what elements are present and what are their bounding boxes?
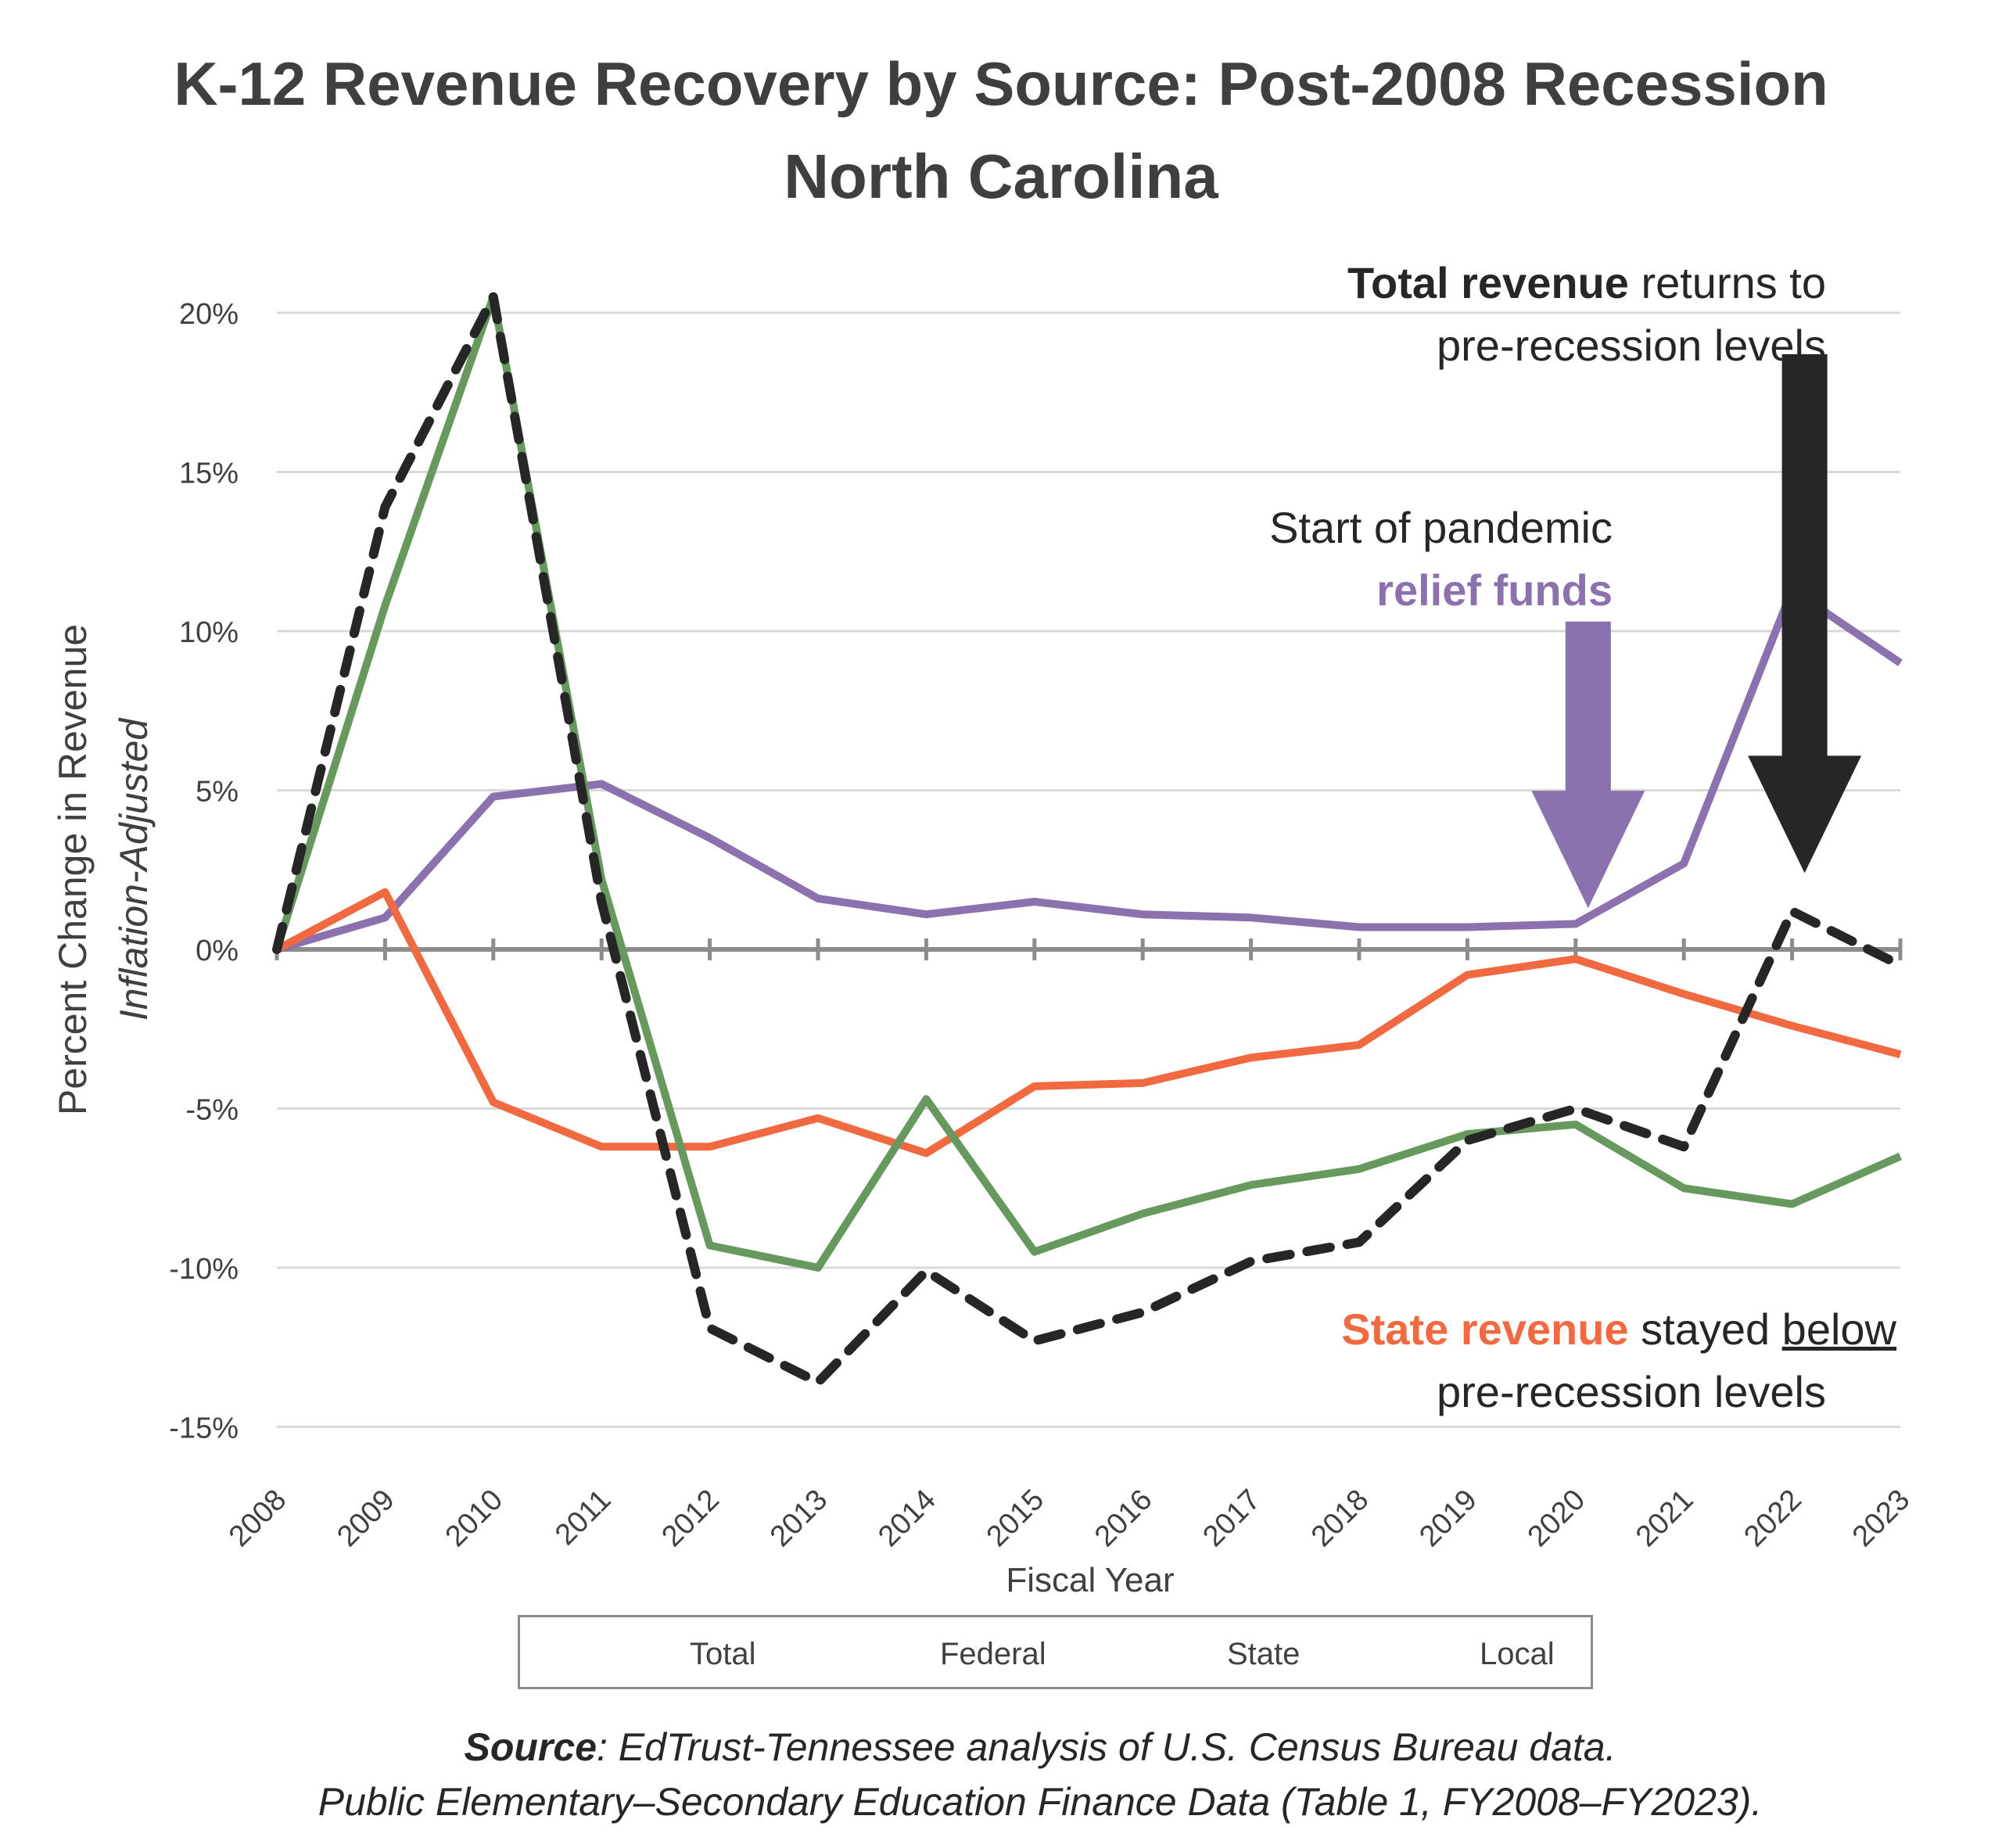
legend-label-total: Total xyxy=(690,1637,756,1671)
annotation-arrows xyxy=(1531,353,1862,909)
source-note-line2: Public Elementary–Secondary Education Fi… xyxy=(318,1780,1763,1824)
x-tick-label: 2023 xyxy=(1846,1484,1916,1553)
annotation-state-revenue: State revenue stayed below pre-recession… xyxy=(1095,1298,1896,1423)
annotation-pandemic-line1: Start of pandemic xyxy=(1269,503,1613,552)
x-tick-label: 2019 xyxy=(1413,1484,1483,1553)
x-tick-label: 2017 xyxy=(1197,1484,1266,1553)
x-axis xyxy=(274,938,1903,960)
x-tick-label: 2020 xyxy=(1522,1484,1591,1553)
annotation-state-middle: stayed xyxy=(1628,1304,1782,1354)
x-tick-label: 2016 xyxy=(1089,1484,1158,1553)
x-tick-label: 2014 xyxy=(872,1484,942,1553)
x-tick-label: 2021 xyxy=(1630,1484,1699,1553)
pandemic-relief-arrow xyxy=(1531,621,1645,909)
annotation-state-line2: pre-recession levels xyxy=(1437,1367,1826,1416)
series-lines xyxy=(272,292,1905,1387)
annotation-state-underlined: below xyxy=(1781,1304,1896,1354)
y-tick-label: -15% xyxy=(169,1412,239,1445)
annotation-total-revenue: Total revenue returns to pre-recession l… xyxy=(1173,252,1826,377)
legend-label-local: Local xyxy=(1480,1637,1555,1671)
legend-item-state: State xyxy=(1103,1617,1300,1692)
annotation-total-line2: pre-recession levels xyxy=(1437,321,1826,370)
chart-title: K-12 Revenue Recovery by Source: Post-20… xyxy=(174,49,1828,118)
annotation-pandemic-bold: relief funds xyxy=(1376,565,1613,615)
x-tick-label: 2015 xyxy=(981,1484,1050,1553)
x-tick-label: 2011 xyxy=(549,1484,617,1552)
legend-item-local: Local xyxy=(1355,1617,1555,1692)
x-tick-label: 2013 xyxy=(764,1484,834,1553)
y-tick-label: -5% xyxy=(185,1094,239,1127)
x-axis-ticks: 2008 2009 2010 2011 2012 2013 2014 2015 2016 2017… xyxy=(223,1484,1916,1553)
x-tick-label: 2009 xyxy=(331,1484,400,1553)
legend-item-total: Total xyxy=(565,1617,756,1692)
source-note: Source: EdTrust-Tennessee analysis of U.… xyxy=(0,1724,2002,1770)
series-line-state xyxy=(274,888,1902,1157)
y-tick-label: 15% xyxy=(179,458,239,490)
x-tick-label: 2008 xyxy=(223,1484,292,1553)
x-tick-label: 2012 xyxy=(655,1484,725,1553)
annotation-pandemic-relief: Start of pandemic relief funds xyxy=(1095,497,1613,622)
annotation-total-bold: Total revenue xyxy=(1347,258,1629,307)
y-tick-label: 10% xyxy=(179,616,239,649)
legend-label-federal: Federal xyxy=(940,1637,1046,1671)
y-tick-label: 20% xyxy=(179,298,239,331)
y-tick-label: 0% xyxy=(196,935,239,967)
y-tick-label: -10% xyxy=(169,1253,239,1286)
total-recovery-arrow xyxy=(1748,353,1862,874)
chart-subtitle: North Carolina xyxy=(784,142,1218,211)
gridlines xyxy=(277,311,1900,1428)
annotation-state-bold: State revenue xyxy=(1341,1304,1629,1354)
y-axis-sublabel: Inflation-Adjusted xyxy=(112,717,156,1021)
legend-item-federal: Federal xyxy=(816,1617,1046,1692)
series-line-federal xyxy=(275,586,1903,953)
x-axis-label: Fiscal Year xyxy=(1006,1561,1174,1599)
x-tick-label: 2018 xyxy=(1305,1484,1375,1553)
x-tick-label: 2010 xyxy=(440,1484,509,1553)
series-line-total xyxy=(272,292,1905,1387)
y-axis-label: Percent Change in Revenue xyxy=(51,624,95,1115)
source-text: : EdTrust-Tennessee analysis of U.S. Cen… xyxy=(597,1725,1616,1769)
y-tick-label: 5% xyxy=(196,776,239,809)
legend-label-state: State xyxy=(1227,1637,1301,1671)
annotation-total-rest: returns to xyxy=(1628,258,1826,307)
legend: Total Federal State Local xyxy=(518,1615,1593,1689)
source-label: Source xyxy=(464,1725,597,1769)
x-tick-label: 2022 xyxy=(1738,1484,1807,1553)
y-axis-ticks: 20% 15% 10% 5% 0% -5% -10% -15% xyxy=(169,298,239,1445)
